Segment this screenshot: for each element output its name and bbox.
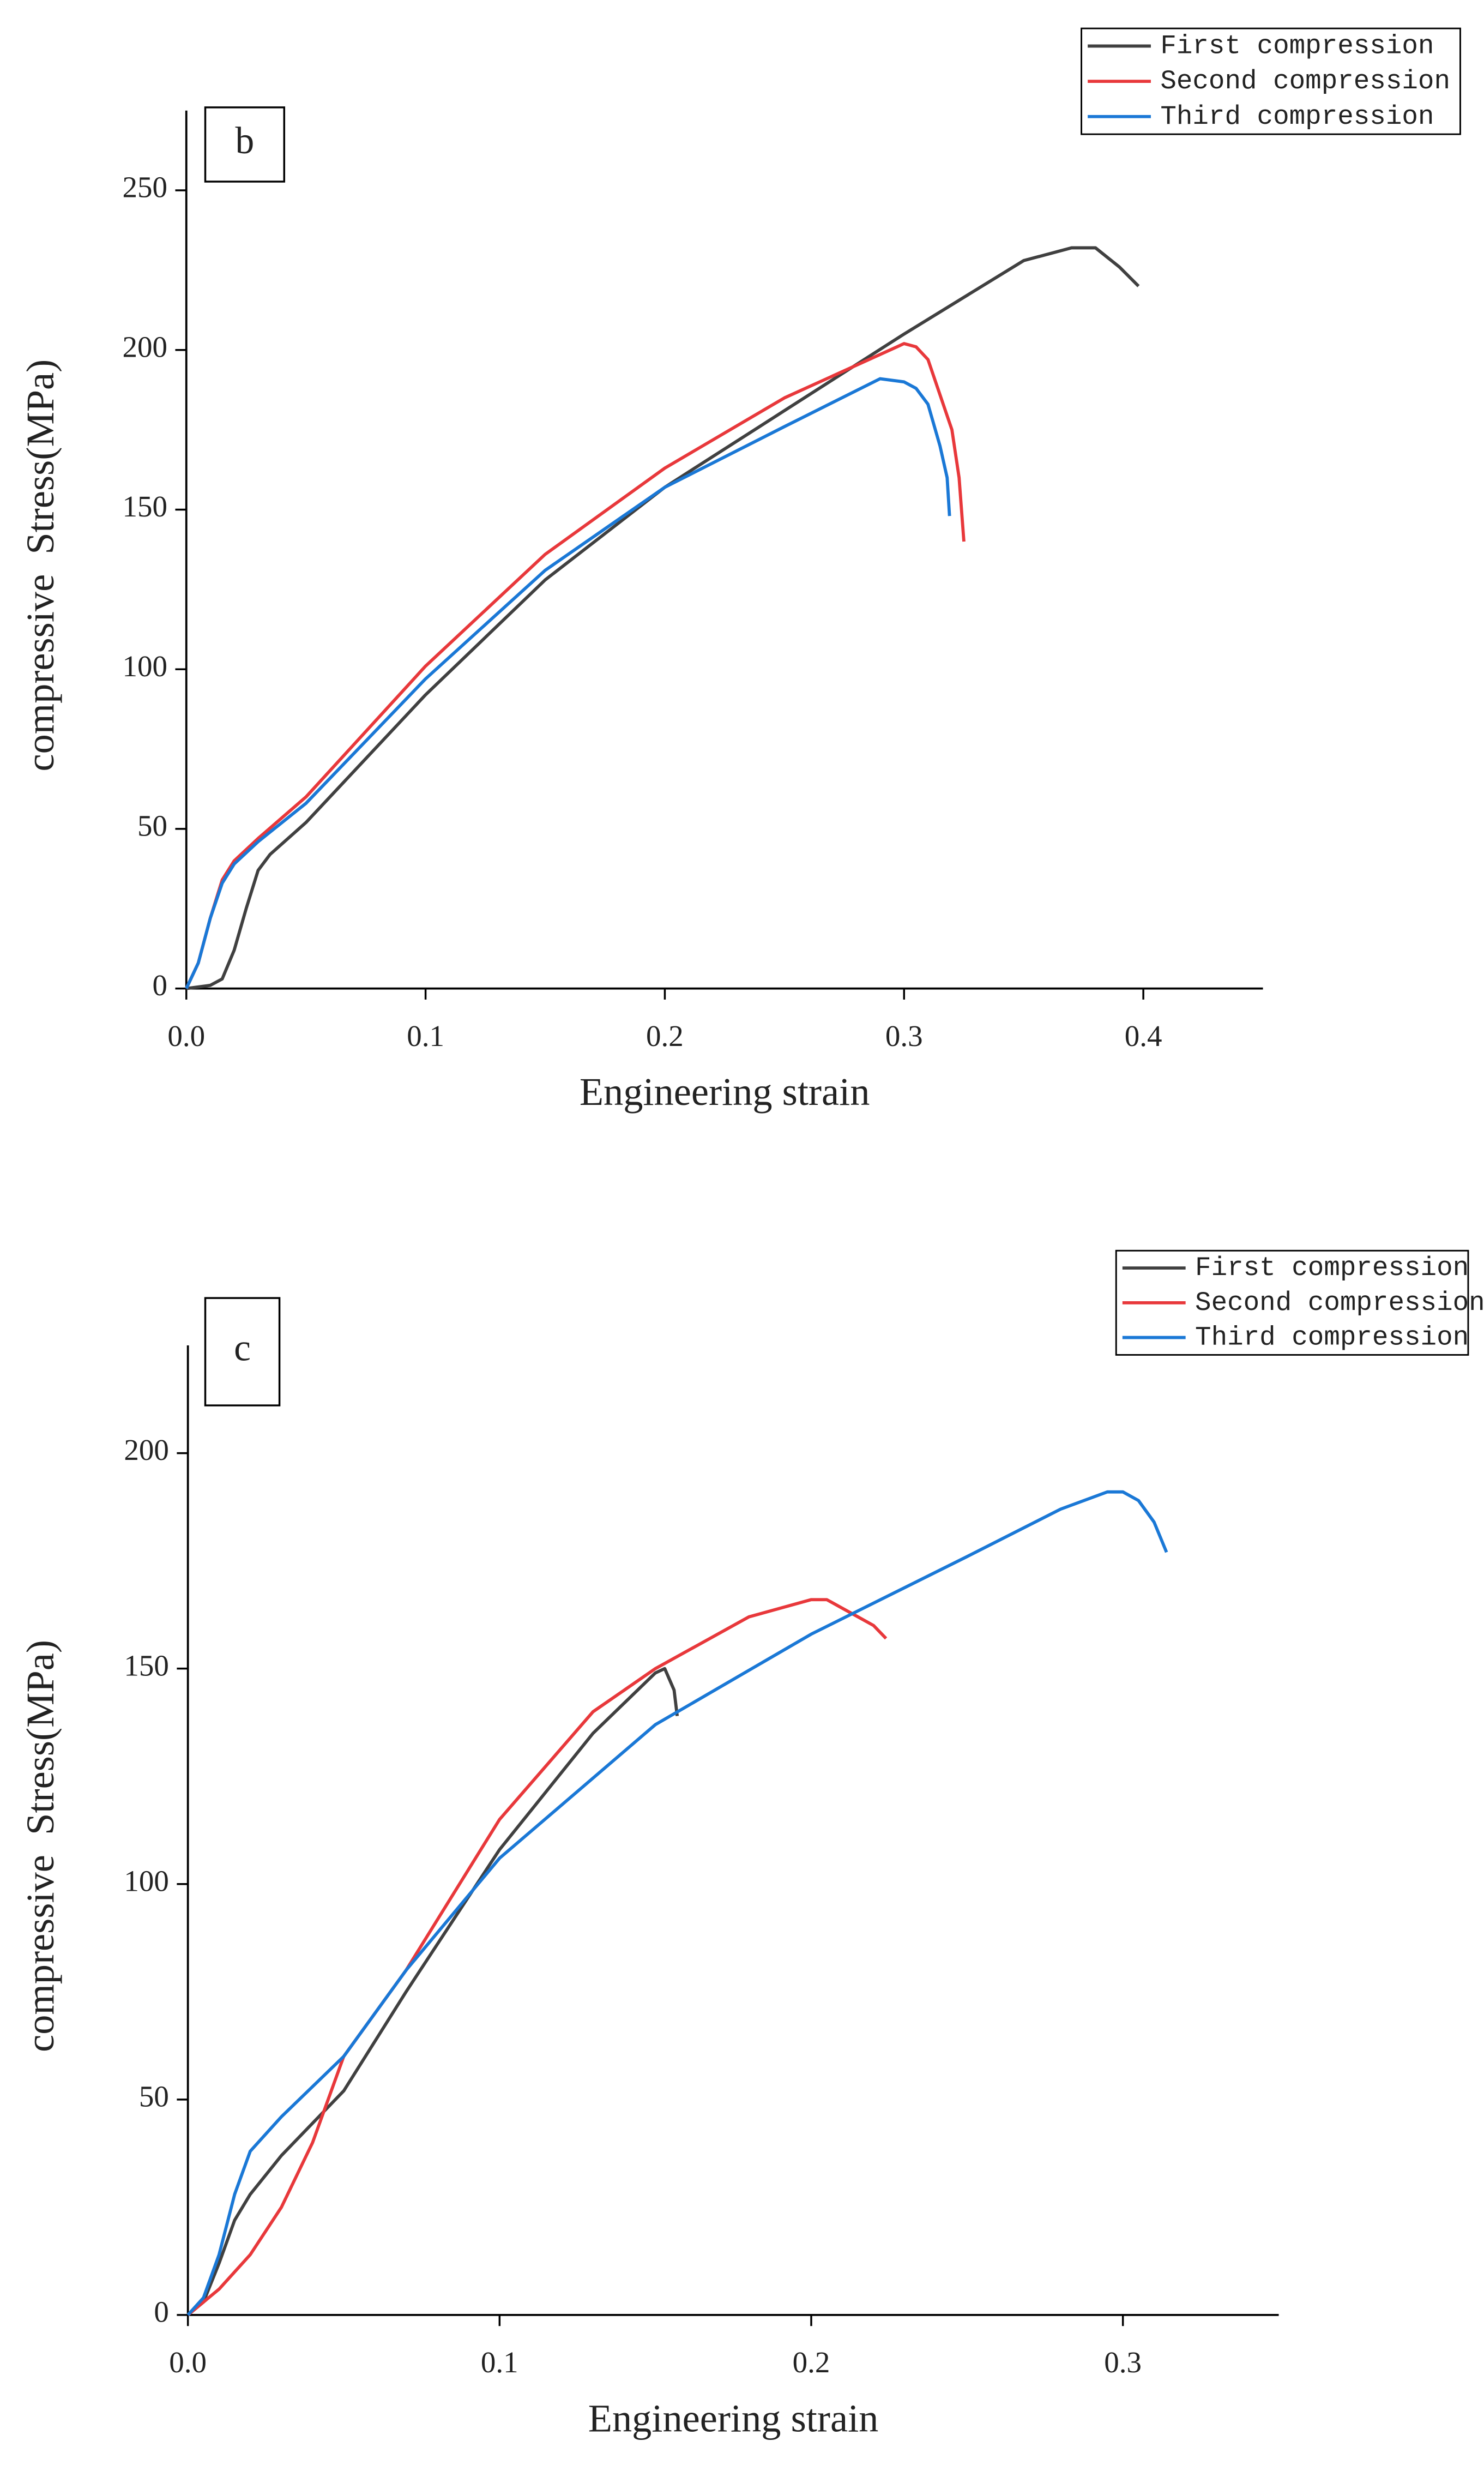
legend-label: Second compression [1160,66,1450,97]
x-tick-label: 0.2 [646,1019,684,1053]
x-axis-label: Engineering strain [588,2396,879,2440]
data-line [186,246,1140,990]
y-tick-label: 0 [153,969,168,1002]
y-tick-label: 150 [124,1649,169,1682]
x-tick-label: 0.0 [167,1019,205,1053]
panel-box [204,106,286,183]
legend-label: Third compression [1195,1322,1469,1353]
y-tick-label: 150 [123,490,167,523]
y-tick-label: 250 [123,171,167,204]
x-tick-label: 0.3 [885,1019,923,1053]
y-tick-label: 200 [123,330,167,363]
panel-label: c [234,1327,251,1369]
x-tick-label: 0.1 [481,2346,518,2379]
legend-label: First compression [1160,31,1434,61]
legend-label: Second compression [1195,1288,1484,1318]
data-line [186,1490,1168,2316]
y-axis-label: compressive Stress(MPa) [19,359,62,772]
y-axis-label: compressive Stress(MPa) [19,1640,62,2052]
chart: 0.0 0.1 0.2 0.3 0.4 0 50 100 150 200 250 Engineerin… [19,27,1461,1114]
x-tick-label: 0.0 [169,2346,207,2379]
panel-label: b [236,120,255,162]
data-line [185,342,966,989]
data-line [185,377,951,989]
x-tick-label: 0.3 [1104,2346,1142,2379]
data-line [186,1598,888,2317]
chart: 0.0 0.1 0.2 0.3 0 50 100 150 200 Engineering stra… [19,1249,1484,2440]
data-line [186,1667,679,2317]
legend-label: First compression [1195,1253,1469,1283]
legend-label: Third compression [1160,101,1434,132]
x-axis-label: Engineering strain [580,1070,870,1114]
y-tick-label: 0 [154,2295,169,2329]
y-tick-label: 200 [124,1433,169,1466]
x-tick-label: 0.2 [793,2346,830,2379]
y-tick-label: 50 [139,2079,169,2113]
y-tick-label: 50 [137,809,167,843]
y-tick-label: 100 [123,650,167,683]
y-tick-label: 100 [124,1864,169,1897]
x-tick-label: 0.1 [407,1019,444,1053]
panel-box [204,1297,281,1406]
x-tick-label: 0.4 [1125,1019,1162,1053]
